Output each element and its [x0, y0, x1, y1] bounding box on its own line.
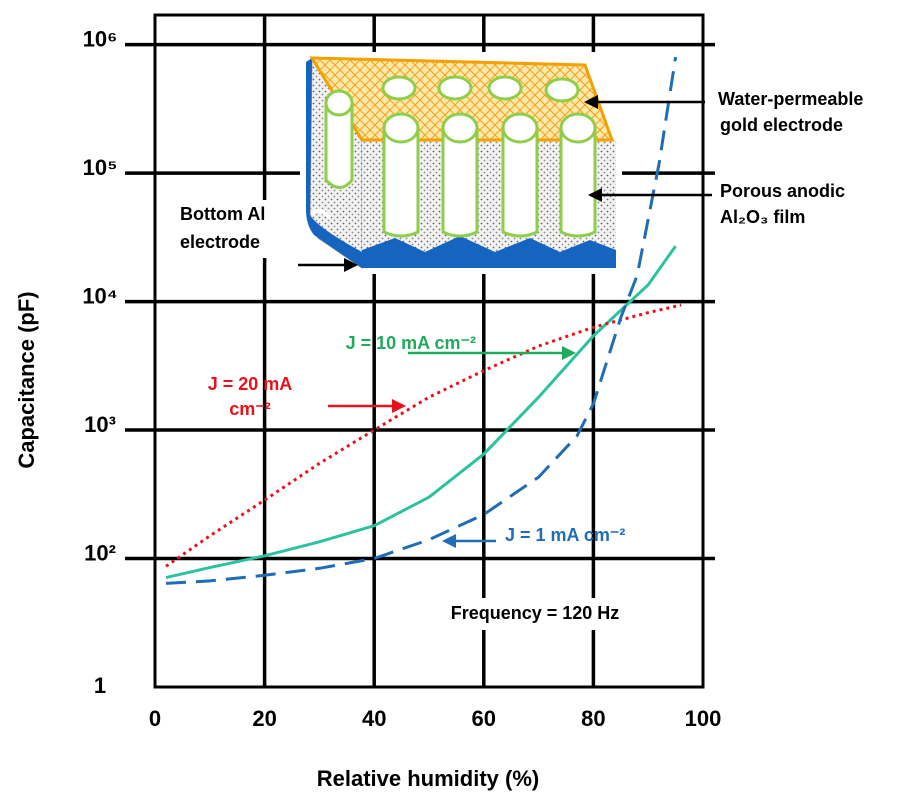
annotation: Al₂O₃ film	[720, 207, 805, 227]
y-tick-label: 10⁵	[83, 155, 118, 180]
annotation: gold electrode	[720, 115, 843, 135]
inset-diagram	[300, 52, 622, 274]
annotation: cm⁻²	[229, 399, 271, 419]
y-tick-label: 10³	[84, 412, 116, 437]
annotation: J = 10 mA cm⁻²	[346, 333, 476, 353]
annotation: Bottom Al	[180, 204, 265, 224]
y-tick-label: 10²	[84, 540, 116, 565]
annotation: J = 20 mA	[208, 374, 293, 394]
annotation: Porous anodic	[720, 181, 845, 201]
x-tick-label: 100	[685, 706, 722, 731]
annotation: J = 1 mA cm⁻²	[505, 525, 625, 545]
y-tick-label: 10⁶	[83, 26, 118, 51]
annotation: Frequency = 120 Hz	[451, 603, 620, 623]
y-tick-label: 1	[94, 673, 106, 698]
y-axis-label: Capacitance (pF)	[14, 291, 39, 468]
x-axis-label: Relative humidity (%)	[317, 766, 539, 791]
x-tick-label: 0	[149, 706, 161, 731]
y-tick-label: 10⁴	[82, 283, 117, 308]
x-tick-label: 20	[252, 706, 276, 731]
x-tick-label: 40	[362, 706, 386, 731]
annotation: electrode	[180, 232, 260, 252]
annotation: Water-permeable	[718, 89, 863, 109]
chart: J = 10 mA cm⁻² J = 20 mA cm⁻² J = 1 mA c…	[0, 0, 922, 794]
x-tick-label: 60	[472, 706, 496, 731]
x-tick-label: 80	[581, 706, 605, 731]
